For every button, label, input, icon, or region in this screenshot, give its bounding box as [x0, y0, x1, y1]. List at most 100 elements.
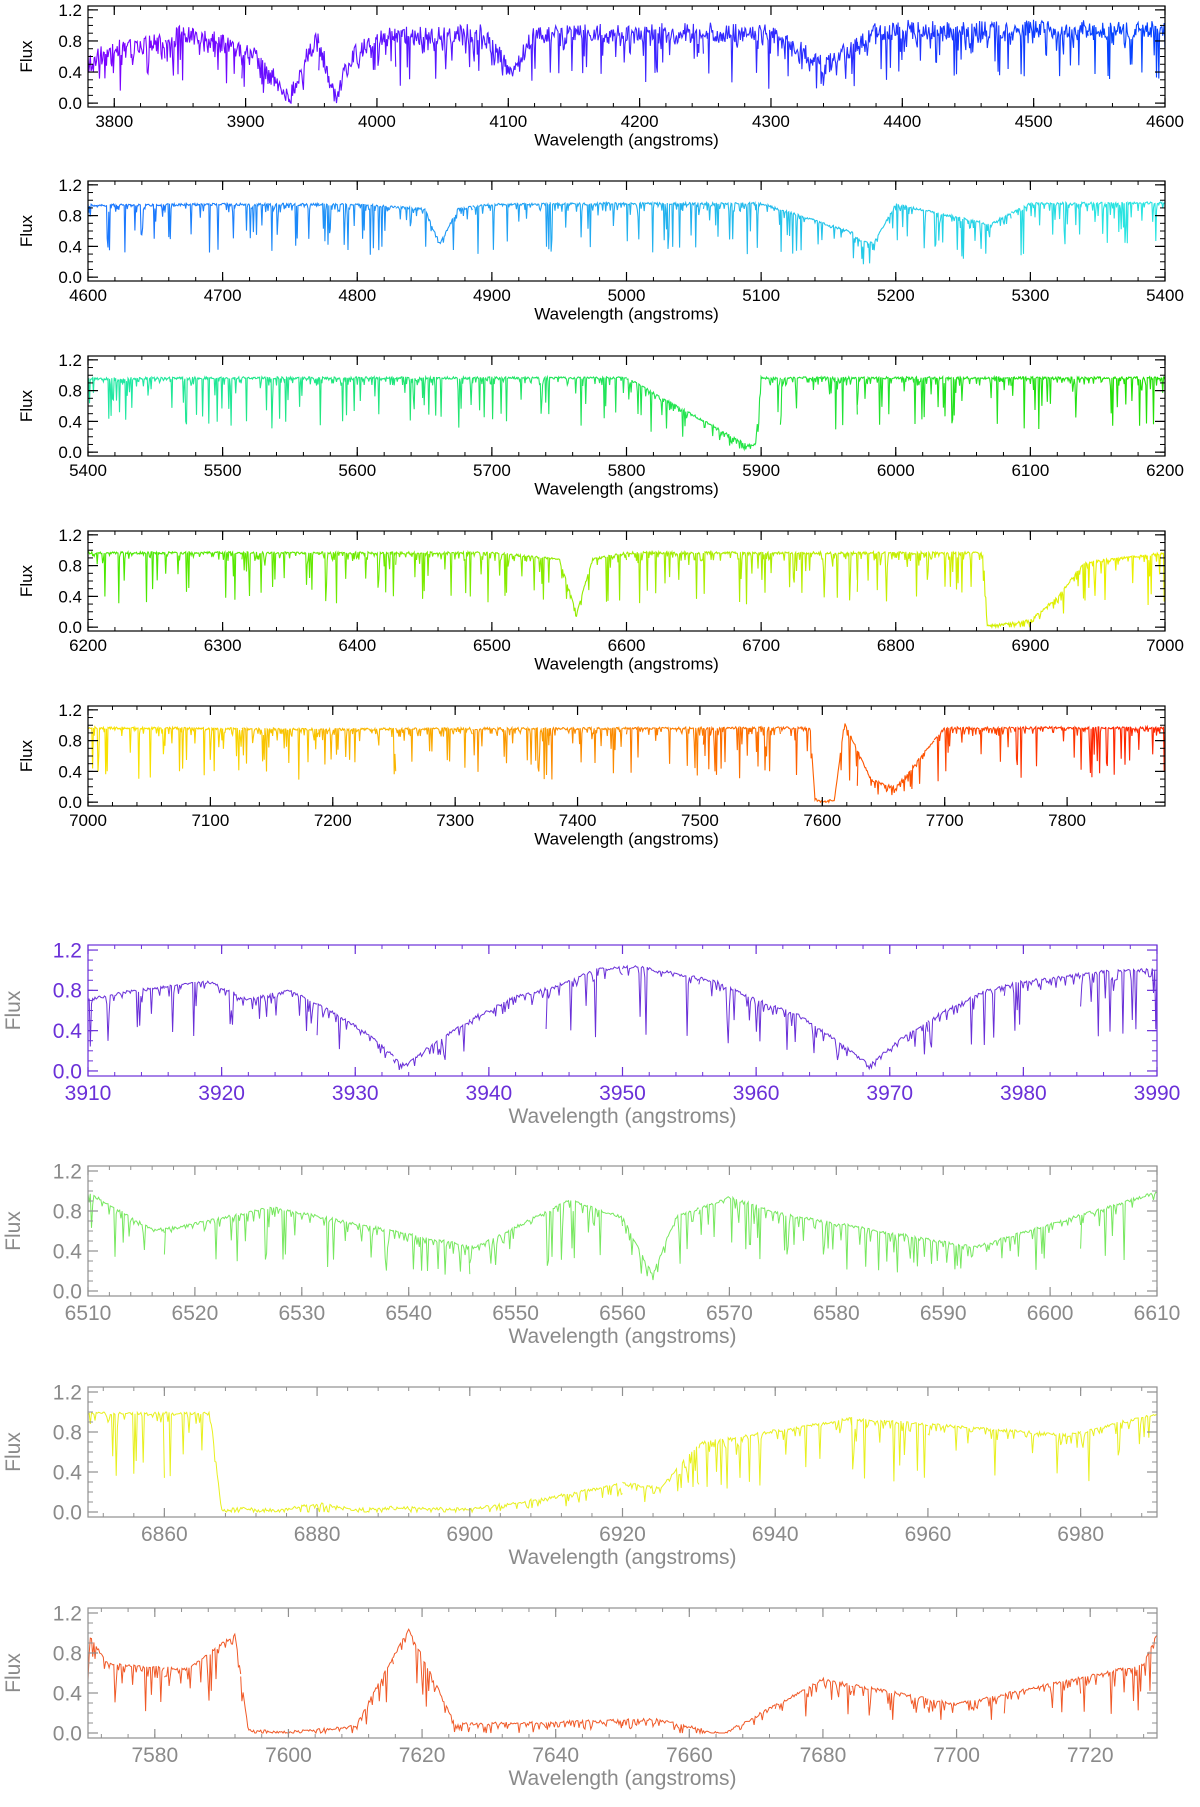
spectrum-segment	[927, 1423, 1005, 1476]
spectrum-segment	[622, 1717, 700, 1734]
x-tick-label: 5800	[608, 461, 646, 480]
spectrum-segment	[625, 23, 704, 83]
spectrum-segment	[88, 202, 166, 253]
x-tick-label: 6700	[742, 636, 780, 655]
spectrum-segment	[469, 986, 547, 1025]
spectrum-segment	[88, 550, 166, 604]
spectrum-segment	[702, 549, 781, 605]
spectrum-segment	[472, 374, 551, 422]
x-axis-label: Wavelength (angstroms)	[509, 1546, 737, 1569]
spectrum-segment	[851, 1224, 929, 1273]
spectrum-segment	[625, 200, 704, 253]
x-axis-label: Wavelength (angstroms)	[534, 305, 719, 324]
x-tick-label: 6100	[1011, 461, 1049, 480]
y-tick-label: 0.8	[58, 32, 82, 51]
y-tick-label: 1.2	[58, 526, 82, 545]
spectrum-segment	[240, 989, 318, 1032]
y-tick-label: 0.0	[58, 268, 82, 287]
y-axis-label: Flux	[17, 214, 36, 247]
axes-frame	[87, 705, 1166, 807]
spectrum-segment	[622, 1446, 700, 1503]
spectrum-panel-6: 3910 3920 3930 3940 3950 3960 3970 3980 3990 0.0 0…	[2, 939, 1180, 1128]
x-tick-label: 6000	[877, 461, 915, 480]
x-tick-label: 7500	[681, 811, 719, 830]
spectrum-line	[88, 19, 1165, 104]
y-tick-label: 1.2	[58, 1, 82, 20]
y-tick-label: 0.0	[53, 1280, 82, 1303]
x-tick-label: 6800	[877, 636, 915, 655]
axes-frame	[87, 355, 1166, 457]
x-tick-label: 6200	[69, 636, 107, 655]
y-axis-label: Flux	[17, 739, 36, 772]
x-tick-label: 3950	[599, 1082, 646, 1105]
x-tick-label: 7700	[933, 1744, 980, 1767]
x-tick-label: 7300	[436, 811, 474, 830]
x-tick-label: 4600	[1146, 112, 1184, 131]
spectrum-segment	[545, 1199, 623, 1266]
spectrum-segment	[1011, 375, 1089, 430]
spectrum-segment	[625, 549, 704, 604]
x-tick-label: 7600	[265, 1744, 312, 1767]
spectrum-segment	[780, 549, 858, 601]
spectrum-segment	[318, 550, 397, 604]
spectrum-segment	[698, 1429, 776, 1489]
spectrum-segment	[469, 1497, 547, 1514]
x-tick-label: 4800	[338, 286, 376, 305]
spectrum-segment	[625, 725, 704, 776]
spectrum-segment	[1087, 551, 1165, 606]
spectrum-segment	[393, 1505, 470, 1514]
spectrum-line	[88, 200, 1165, 265]
x-tick-label: 5700	[473, 461, 511, 480]
x-tick-label: 3980	[1000, 1082, 1047, 1105]
spectrum-segment	[469, 1720, 547, 1734]
x-tick-label: 6590	[920, 1302, 967, 1325]
x-tick-label: 6500	[473, 636, 511, 655]
x-tick-label: 7800	[1048, 811, 1086, 830]
y-tick-label: 0.4	[58, 412, 82, 431]
y-tick-label: 1.2	[58, 701, 82, 720]
y-tick-label: 0.8	[53, 980, 82, 1003]
x-axis-label: Wavelength (angstroms)	[534, 131, 719, 150]
spectrum-segment	[549, 551, 628, 618]
spectrum-segment	[1003, 1675, 1082, 1714]
spectrum-segment	[1080, 1413, 1157, 1482]
x-tick-label: 6400	[338, 636, 376, 655]
x-axis-label: Wavelength (angstroms)	[509, 1325, 737, 1348]
axes-frame	[87, 944, 1158, 1077]
x-tick-label: 3930	[332, 1082, 379, 1105]
spectrum-segment	[163, 1410, 242, 1514]
spectrum-segment	[241, 31, 320, 104]
x-tick-label: 6550	[492, 1302, 539, 1325]
spectrum-segment	[88, 32, 166, 91]
spectrum-segment	[774, 1676, 853, 1717]
spectrum-segment	[1010, 19, 1089, 77]
x-tick-label: 7660	[666, 1744, 713, 1767]
x-tick-label: 6540	[385, 1302, 432, 1325]
x-tick-label: 6900	[446, 1523, 493, 1546]
spectrum-segment	[1010, 200, 1089, 256]
y-tick-label: 0.4	[58, 63, 82, 82]
x-tick-label: 5000	[608, 286, 646, 305]
spectrum-segment	[164, 980, 242, 1037]
spectrum-segment	[856, 19, 935, 80]
y-tick-label: 0.4	[58, 237, 82, 256]
x-tick-label: 5200	[877, 286, 915, 305]
spectrum-segment	[545, 1718, 623, 1732]
spectrum-segment	[549, 200, 627, 252]
x-tick-label: 4200	[621, 112, 659, 131]
x-tick-label: 7000	[1146, 636, 1184, 655]
spectrum-segment	[392, 1628, 471, 1733]
x-tick-label: 6520	[172, 1302, 219, 1325]
y-tick-label: 0.8	[58, 732, 82, 751]
spectrum-segment	[702, 200, 781, 255]
spectrum-segment	[774, 1005, 852, 1061]
x-tick-label: 6880	[294, 1523, 341, 1546]
x-tick-label: 6980	[1057, 1523, 1104, 1546]
spectrum-segment	[622, 1207, 700, 1281]
spectrum-panel-3: 5400 5500 5600 5700 5800 5900 6000 6100 6200 0.0 0…	[17, 351, 1184, 499]
spectrum-segment	[469, 1210, 547, 1266]
x-tick-label: 7200	[314, 811, 352, 830]
spectrum-line	[88, 723, 1165, 804]
x-tick-label: 4100	[489, 112, 527, 131]
spectrum-segment	[549, 375, 627, 426]
